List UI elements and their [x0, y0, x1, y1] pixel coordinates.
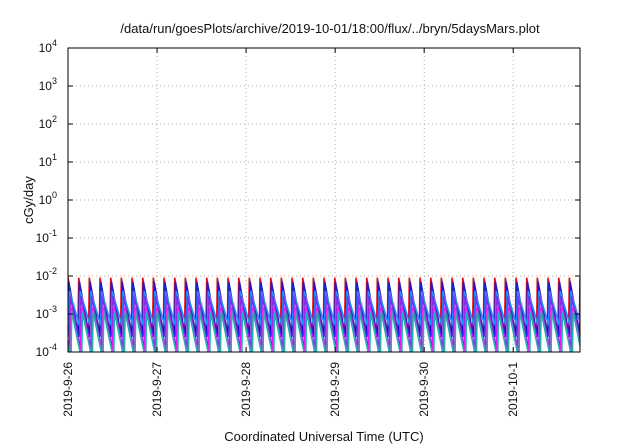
y-tick-label: 10-3	[36, 304, 57, 321]
y-tick-label: 100	[39, 190, 57, 207]
y-tick-label: 103	[39, 76, 57, 93]
x-axis-label: Coordinated Universal Time (UTC)	[224, 429, 423, 444]
series-line	[68, 295, 580, 350]
y-axis: 104 103 102 101 100 10-1 10-2 10-3 10-4	[36, 38, 580, 359]
x-tick-label: 2019-9-26	[61, 362, 75, 417]
x-tick-label: 2019-9-28	[239, 362, 253, 417]
x-tick-label: 2019-9-29	[328, 362, 342, 417]
x-axis: 2019-9-26 2019-9-27 2019-9-28 2019-9-29 2019…	[61, 48, 520, 417]
y-axis-label: cGy/day	[21, 176, 36, 224]
x-tick-label: 2019-9-30	[417, 362, 431, 417]
series-line	[68, 290, 580, 326]
y-tick-label: 101	[39, 152, 57, 169]
x-tick-label: 2019-9-27	[150, 362, 164, 417]
y-tick-label: 10-2	[36, 266, 57, 283]
x-tick-label: 2019-10-1	[506, 362, 520, 417]
y-tick-label: 104	[39, 38, 57, 55]
chart-title: /data/run/goesPlots/archive/2019-10-01/1…	[120, 21, 540, 36]
y-tick-label: 102	[39, 114, 57, 131]
y-tick-label: 10-1	[36, 228, 57, 245]
y-tick-label: 10-4	[36, 342, 57, 359]
series-group	[68, 277, 580, 352]
series-line	[68, 310, 580, 352]
